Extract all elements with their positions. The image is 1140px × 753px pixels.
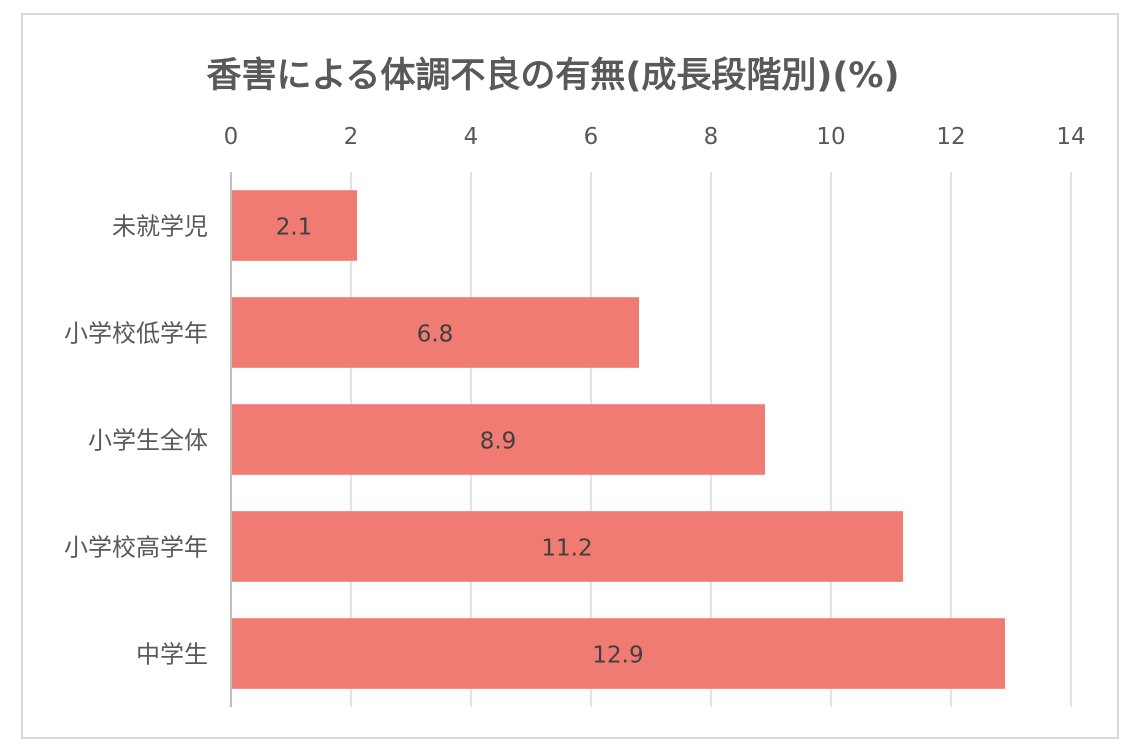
bar-2 — [231, 297, 639, 368]
data-label: 2.1 — [276, 215, 313, 241]
bar-1 — [231, 190, 357, 261]
data-label: 8.9 — [480, 429, 517, 455]
gridlines — [350, 172, 1072, 707]
x-tick-label: 0 — [224, 124, 239, 150]
bars — [231, 190, 1005, 689]
chart-title: 香害による体調不良の有無(成長段階別)(%) — [206, 55, 899, 96]
data-labels: 2.1 6.8 8.9 11.2 12.9 — [276, 215, 644, 669]
x-tick-label: 10 — [816, 124, 845, 150]
x-tick-label: 2 — [344, 124, 359, 150]
category-label: 小学生全体 — [88, 427, 208, 455]
x-tick-label: 12 — [936, 124, 965, 150]
category-label: 小学校高学年 — [64, 534, 208, 562]
x-tick-label: 4 — [464, 124, 479, 150]
bar-4 — [231, 511, 903, 582]
data-label: 12.9 — [592, 643, 643, 669]
data-label: 6.8 — [417, 322, 454, 348]
x-tick-label: 8 — [704, 124, 719, 150]
x-tick-label: 14 — [1056, 124, 1085, 150]
x-axis-ticks: 0 2 4 6 8 10 12 14 — [224, 124, 1086, 150]
x-tick-label: 6 — [584, 124, 599, 150]
chart-frame — [21, 13, 1119, 739]
bar-3 — [231, 404, 765, 475]
category-label: 中学生 — [136, 641, 208, 669]
data-label: 11.2 — [541, 536, 592, 562]
bar-5 — [231, 618, 1005, 689]
category-label: 未就学児 — [112, 213, 208, 241]
category-label: 小学校低学年 — [64, 320, 208, 348]
